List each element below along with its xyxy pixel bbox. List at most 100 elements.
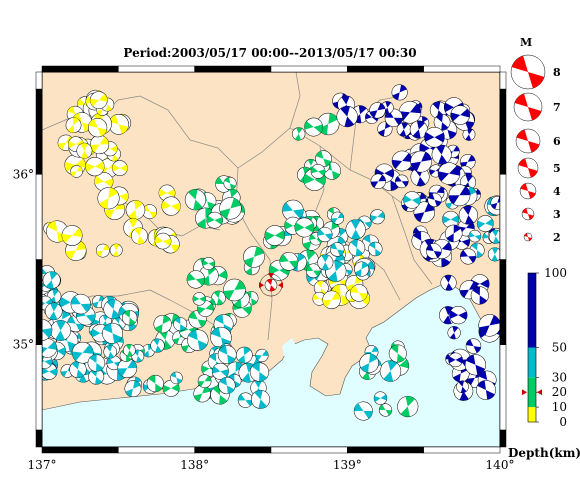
earthquake-event [192,292,206,306]
earthquake-event [448,352,463,368]
earthquake-event [353,401,373,421]
earthquake-event [153,315,172,334]
x-axis-ticks: 137° 138° 139° 140° [28,458,515,472]
earthquake-event [89,91,108,110]
earthquake-event [336,105,358,128]
earthquake-event [97,187,120,210]
earthquake-event [70,165,83,178]
earthquake-event [71,341,94,364]
magnitude-legend: M 8 7 6 5 4 3 2 [510,36,561,244]
frame-bar-top [194,65,272,73]
target-event-marker[interactable] [259,273,283,297]
earthquake-event [329,242,345,257]
frame-bar-left [35,174,43,260]
earthquake-event [388,344,407,363]
earthquake-event [409,120,428,139]
earthquake-event [448,184,471,207]
earthquake-event [211,290,226,306]
earthquake-event [218,376,236,395]
depth-band [528,377,536,408]
earthquake-event [121,310,138,326]
magnitude-legend-ball [519,182,537,200]
magnitude-legend-ball [521,207,535,221]
frame-bar-right [499,259,507,345]
earthquake-event [219,197,242,220]
earthquake-event [50,320,71,341]
earthquake-event [161,196,181,216]
magnitude-legend-ball [513,92,543,122]
frame-bar-top [41,65,119,73]
earthquake-event [42,338,58,358]
earthquake-event [450,105,470,125]
earthquake-event [345,219,366,240]
earthquake-event [42,318,53,342]
earthquake-event [47,289,62,304]
frame-bar-left [35,71,43,90]
earthquake-event [460,154,476,170]
map-frame [35,65,507,454]
frame-bar-bottom [347,446,424,454]
depth-band [528,347,536,378]
target-right-arrow [278,282,283,289]
earthquake-event [378,403,393,417]
earthquake-event [206,211,223,229]
x-tick-label: 140° [486,458,515,472]
earthquake-event [310,164,326,179]
frame-bar-right [499,71,507,90]
frame-bar-bottom [194,446,272,454]
earthquake-event [424,126,445,148]
earthquake-event [69,360,87,379]
earthquake-event [305,263,321,279]
depth-tick-label: 0 [559,415,567,429]
earthquake-event [331,211,345,225]
earthquake-event [315,150,332,168]
frame-bar-left [35,429,43,448]
earthquake-event [154,232,172,250]
earthquake-event [111,160,128,176]
earthquake-event [173,317,188,332]
target-event-ball [264,278,278,292]
earthquake-event [109,243,123,257]
earthquake-event [464,354,487,376]
earthquake-event [236,346,253,364]
earthquake-event [202,257,216,271]
earthquake-event [379,360,402,382]
earthquake-event [170,371,183,385]
earthquake-event [162,379,180,397]
map-area[interactable] [19,72,508,447]
earthquake-event [211,362,229,380]
earthquake-event [102,322,123,344]
earthquake-event [103,299,124,320]
earthquake-event [440,274,457,291]
frame-bar-right [499,174,507,260]
earthquake-event [186,270,206,289]
frame-bar-right [499,429,507,448]
earthquake-event [317,254,334,271]
earthquake-event [187,329,209,351]
earthquake-event [487,247,500,262]
border-line [349,95,403,171]
earthquake-event [117,358,138,379]
earthquake-event [61,225,83,246]
magnitude-legend-label: 6 [553,135,561,148]
earthquake-event [292,127,306,141]
earthquake-event [95,243,110,258]
earthquake-event [460,248,477,265]
earthquake-event [369,209,385,225]
magnitude-legend-ball [517,157,539,179]
earthquake-event [279,251,299,271]
earthquake-event [490,196,500,210]
y-axis-ticks: 35° 36° [13,167,34,351]
earthquake-event [398,101,422,124]
earthquake-event [478,314,500,337]
earthquake-event [85,156,105,177]
earthquake-event [370,173,386,189]
magnitude-legend-ball [510,54,546,90]
magnitude-legend-label: 8 [553,66,561,79]
earthquake-event [294,217,315,238]
earthquake-event [322,290,341,310]
earthquake-event [65,117,82,134]
earthquake-event [391,150,413,172]
frame-bar-left [35,88,43,175]
earthquake-event [237,392,254,408]
